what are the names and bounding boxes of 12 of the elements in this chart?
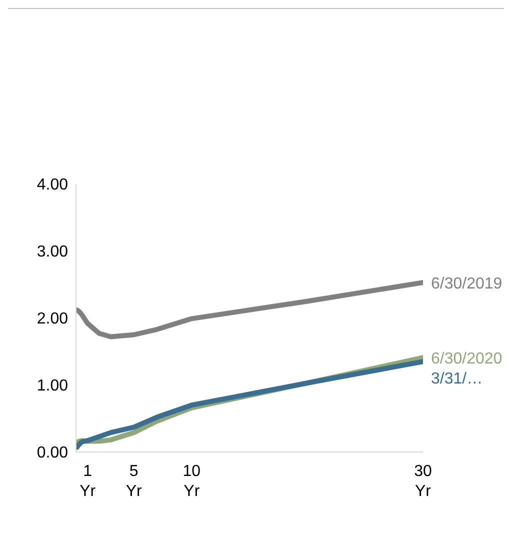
y-tick-label: 3.00 (36, 244, 68, 261)
x-tick-label: 5 Yr (126, 463, 143, 500)
series-label: 3/31/… (431, 370, 483, 388)
series-label: 6/30/2019 (431, 275, 502, 292)
y-tick-label: 4.00 (36, 176, 68, 194)
y-tick-label: 2.00 (36, 310, 68, 328)
y-tick-label: 1.00 (36, 378, 68, 395)
x-tick-label: 30 Yr (414, 463, 432, 500)
series-label: 6/30/2020 (431, 350, 502, 368)
x-tick-label: 1 Yr (80, 463, 96, 500)
y-tick-label: 0.00 (36, 444, 68, 462)
x-tick-label: 10 Yr (182, 463, 201, 500)
